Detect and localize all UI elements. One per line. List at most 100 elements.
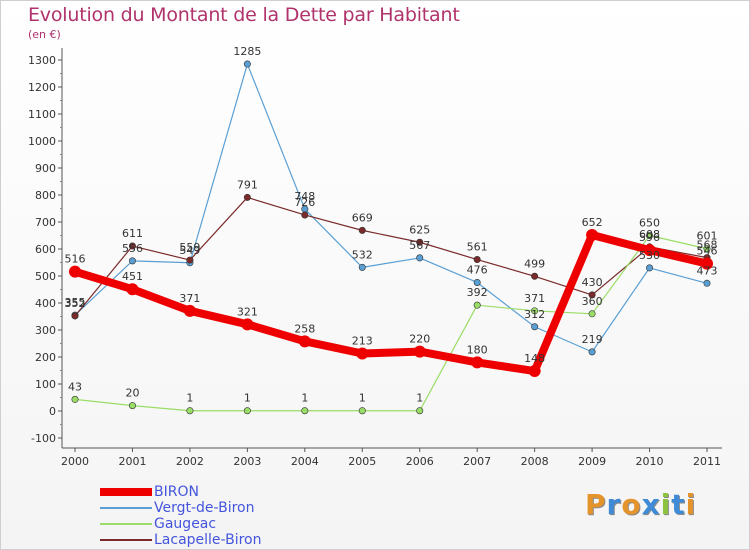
data-point-gaugeac [703,245,711,253]
data-point-biron [471,356,484,369]
data-label-biron: 180 [467,343,488,356]
data-point-biron [528,365,541,378]
logo-letter: t [671,488,686,521]
data-point-vergt-de-biron [358,263,366,271]
data-label-gaugeac: 601 [697,230,718,243]
data-point-biron [241,318,254,331]
chart-title: Evolution du Montant de la Dette par Hab… [28,4,460,26]
data-point-gaugeac [473,301,481,309]
data-point-vergt-de-biron [588,348,596,356]
legend-label: Lacapelle-Biron [154,532,262,548]
data-point-vergt-de-biron [646,264,654,272]
legend-item-lacapelle-biron: Lacapelle-Biron [100,532,261,548]
data-point-vergt-de-biron [473,278,481,286]
logo-letter: i [685,488,697,521]
data-label-vergt-de-biron: 549 [179,244,200,257]
data-label-lacapelle-biron: 559 [179,241,200,254]
data-label-lacapelle-biron: 608 [639,228,660,241]
data-label-lacapelle-biron: 352 [65,297,86,310]
data-label-biron: 371 [179,292,200,305]
data-point-vergt-de-biron [531,323,539,331]
data-label-biron: 148 [524,352,545,365]
data-point-gaugeac [588,310,596,318]
data-point-lacapelle-biron [416,238,424,246]
data-label-lacapelle-biron: 611 [122,227,143,240]
data-label-biron: 516 [65,253,86,266]
data-point-lacapelle-biron [588,291,596,299]
x-tick-label: 2009 [578,455,606,468]
series-line-gaugeac [74,234,708,412]
x-tick-label: 2003 [233,455,261,468]
data-label-gaugeac: 371 [524,292,545,305]
data-label-vergt-de-biron: 219 [582,333,603,346]
data-point-biron [69,265,81,278]
data-label-lacapelle-biron: 669 [352,211,373,224]
legend-swatch [100,488,152,496]
data-point-gaugeac [358,407,366,415]
data-label-biron: 451 [122,270,143,283]
x-tick-label: 2004 [291,455,319,468]
logo-letter: P [585,488,607,521]
x-tick-label: 2005 [348,455,376,468]
x-tick-label: 2001 [118,455,146,468]
x-tick-label: 2006 [406,455,434,468]
legend-item-gaugeac: Gaugeac [100,516,261,532]
data-label-vergt-de-biron: 473 [697,264,718,277]
data-label-biron: 220 [409,333,430,346]
data-label-lacapelle-biron: 726 [294,196,315,209]
data-point-lacapelle-biron [358,226,366,234]
data-label-gaugeac: 392 [467,286,488,299]
data-point-biron [183,304,196,317]
data-point-lacapelle-biron [243,193,251,201]
logo-letter: i [660,488,672,521]
data-label-lacapelle-biron: 791 [237,178,258,191]
legend-swatch [100,523,152,525]
y-tick-label: 100 [35,378,56,391]
series-line-biron [71,230,711,376]
data-label-gaugeac: 1 [244,392,251,405]
legend-label: BIRON [154,484,199,500]
data-point-biron [413,345,426,358]
data-point-gaugeac [646,232,654,240]
data-label-biron: 546 [697,245,718,258]
x-tick-label: 2011 [693,455,721,468]
y-tick-label: 800 [35,189,56,202]
data-label-lacapelle-biron: 568 [697,239,718,252]
data-label-gaugeac: 1 [359,392,366,405]
legend-label: Vergt-de-Biron [154,500,255,516]
proxiti-logo: Proxiti [585,488,696,521]
data-label-vergt-de-biron: 355 [65,296,86,309]
data-label-biron: 321 [237,305,258,318]
y-tick-label: 600 [35,243,56,256]
data-point-vergt-de-biron [703,279,711,287]
data-label-vergt-de-biron: 476 [467,263,488,276]
data-label-lacapelle-biron: 499 [524,257,545,270]
legend-swatch [100,539,152,541]
data-point-lacapelle-biron [186,256,194,264]
data-point-lacapelle-biron [301,211,309,219]
data-label-vergt-de-biron: 556 [122,242,143,255]
data-point-gaugeac [416,407,424,415]
series-line-lacapelle-biron [74,196,708,317]
logo-letter: x [641,488,661,521]
legend-item-biron: BIRON [100,484,261,500]
data-label-lacapelle-biron: 625 [409,223,430,236]
data-point-gaugeac [243,407,251,415]
data-label-lacapelle-biron: 430 [582,276,603,289]
data-label-gaugeac: 20 [125,387,139,400]
series-line-vergt-de-biron [74,63,708,353]
data-label-gaugeac: 1 [186,392,193,405]
data-point-gaugeac [531,307,539,315]
y-unit-label: (en €) [28,28,61,41]
x-tick-label: 2002 [176,455,204,468]
data-label-gaugeac: 360 [582,295,603,308]
data-label-vergt-de-biron: 312 [524,308,545,321]
x-tick-label: 2007 [463,455,491,468]
legend-label: Gaugeac [154,516,217,532]
data-point-lacapelle-biron [128,242,136,250]
logo-letter: o [621,488,642,521]
data-point-gaugeac [186,407,194,415]
data-label-gaugeac: 43 [68,380,82,393]
data-point-vergt-de-biron [416,254,424,262]
data-point-vergt-de-biron [128,257,136,265]
